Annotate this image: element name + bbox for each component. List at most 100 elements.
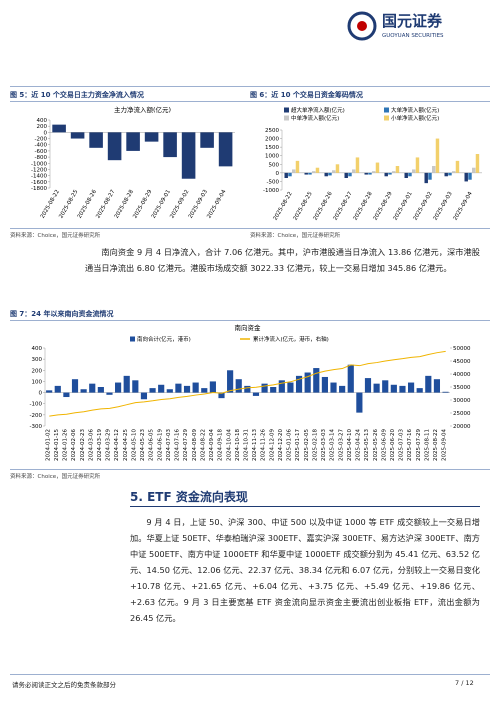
y-tick-label: -1800: [31, 186, 47, 192]
bar: [324, 172, 328, 177]
bar: [433, 379, 441, 393]
bar: [166, 389, 173, 393]
bar: [455, 160, 460, 173]
rule: [10, 228, 490, 229]
bar: [89, 132, 103, 148]
y-tick-label: -200: [35, 137, 48, 143]
rule: [130, 506, 480, 507]
bar: [304, 172, 308, 175]
bar: [442, 391, 449, 393]
bar: [339, 385, 346, 393]
legend-swatch: [284, 115, 289, 121]
bar: [448, 172, 452, 176]
bar: [395, 166, 400, 173]
brand: 国元证券: [382, 12, 443, 30]
x-tick-label: 2025-08-26: [77, 189, 98, 220]
caption: 图 5：近 10 个交易日主力资金净流入情况: [10, 91, 144, 99]
rule: [10, 469, 490, 470]
legend-swatch: [284, 107, 289, 113]
bar: [364, 172, 368, 175]
caption: 图 6：近 10 个交易日资金筹码情况: [250, 91, 363, 99]
x-tick-label: 2024-11-13: [252, 429, 258, 461]
legend-swatch: [130, 336, 135, 342]
x-tick-label: 2025-03-03: [321, 429, 327, 461]
bar: [330, 382, 337, 393]
x-tick-label: 2024-01-15: [54, 429, 60, 461]
chart: 南向资金 400 300 200 100 0 -100 -200 -300 50000 45000 4…: [30, 323, 471, 461]
bar: [235, 379, 242, 393]
x-tick-label: 2024-07-16: [175, 429, 181, 461]
bar: [404, 172, 408, 178]
bar: [52, 124, 66, 133]
bar: [390, 384, 397, 393]
bar: [428, 172, 432, 180]
bar: [355, 157, 360, 173]
bar: [288, 172, 292, 177]
chart: 25002000150010005000-500-10002025-08-222…: [263, 106, 482, 222]
x-tick-label: 2025-09-03: [433, 191, 454, 222]
bar: [416, 388, 423, 393]
y-tick-label: 400: [32, 346, 43, 352]
bar: [328, 172, 332, 176]
y-tick-label: -200: [30, 413, 43, 419]
x-tick-label: 2024-08-09: [192, 429, 198, 461]
x-tick-label: 2024-08-22: [200, 429, 206, 461]
legend-label: 累计净流入(亿元，港币，右轴): [253, 335, 329, 343]
source: 资料来源：Choice，国元证券研究所: [10, 474, 101, 480]
caption: 图 7：24 年以来南向资金流情况: [10, 310, 114, 318]
x-tick-label: 2025-08-25: [58, 189, 79, 220]
bar: [126, 132, 140, 151]
y-tick-label: -400: [35, 143, 48, 149]
bar: [71, 379, 79, 393]
y-tick-label: 2500: [265, 128, 279, 134]
bar: [63, 392, 70, 398]
x-tick-label: 2025-09-03: [188, 189, 209, 220]
bar: [399, 385, 406, 393]
y-tick-label: -1200: [31, 167, 47, 173]
bar: [412, 169, 416, 173]
x-tick-label: 2024-07-03: [166, 429, 172, 461]
y2-tick-label: 40000: [453, 372, 471, 378]
y2-tick-label: 50000: [453, 346, 471, 352]
x-tick-label: 2025-09-01: [151, 189, 172, 220]
bar: [132, 380, 139, 393]
bar: [372, 171, 376, 173]
x-tick-label: 2025-08-29: [373, 191, 394, 222]
bar: [244, 385, 251, 393]
bar: [347, 364, 354, 393]
bar: [407, 382, 415, 393]
chart: 主力净流入额(亿元)4002000-200-400-600-800-1000-1…: [31, 105, 235, 220]
x-tick-label: 2025-03-27: [338, 429, 344, 461]
bar: [89, 383, 96, 393]
bar: [375, 162, 380, 173]
y-tick-label: -500: [267, 179, 280, 185]
x-tick-label: 2024-09-04: [209, 429, 215, 461]
bar: [308, 172, 312, 175]
x-tick-label: 2024-05-23: [140, 429, 146, 461]
x-tick-label: 2025-01-06: [287, 429, 293, 461]
logo-icon: [347, 11, 377, 41]
brand-en: GUOYUAN SECURITIES: [382, 33, 444, 39]
x-tick-label: 2025-05-26: [373, 429, 379, 461]
x-tick-label: 2025-06-20: [390, 429, 396, 461]
y-tick-label: -1600: [31, 180, 47, 186]
bar: [107, 132, 122, 161]
bar: [175, 383, 182, 393]
bar: [200, 132, 214, 148]
bar: [140, 392, 148, 400]
bar: [106, 392, 113, 395]
x-tick-label: 2025-02-18: [312, 429, 318, 461]
page-number: 7 / 12: [455, 679, 474, 687]
bar: [384, 172, 388, 177]
y2-tick-label: 30000: [453, 398, 471, 404]
rule: [10, 101, 490, 102]
rule: [10, 674, 490, 675]
x-tick-label: 2024-10-31: [244, 429, 250, 461]
rule: [10, 86, 490, 87]
legend-label: 超大单净流入额(亿元): [291, 106, 345, 114]
x-tick-label: 2025-09-02: [169, 189, 190, 220]
y-tick-label: -1000: [263, 188, 279, 194]
y-tick-label: 200: [37, 124, 48, 130]
x-tick-label: 2025-08-25: [293, 191, 314, 222]
y-tick-label: 1000: [265, 154, 279, 160]
